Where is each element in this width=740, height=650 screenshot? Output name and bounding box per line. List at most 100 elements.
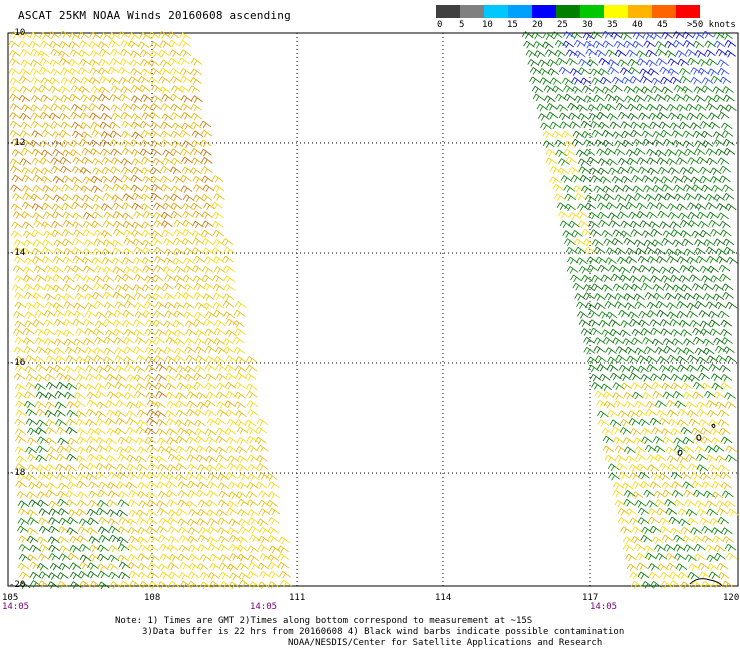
wind-barb — [644, 444, 657, 453]
wind-barb — [666, 255, 679, 264]
wind-barb — [650, 580, 662, 589]
wind-barb — [727, 508, 739, 517]
wind-barb — [141, 239, 154, 248]
scale-label: >50 knots — [687, 20, 736, 30]
wind-barb — [537, 113, 550, 121]
wind-barb — [625, 201, 637, 210]
wind-barb — [694, 104, 707, 112]
wind-barb — [113, 337, 126, 345]
wind-barb — [144, 293, 157, 302]
wind-barb — [257, 472, 270, 480]
wind-barb — [703, 293, 715, 301]
wind-barb — [52, 175, 65, 184]
wind-barb — [706, 157, 718, 166]
wind-barb — [176, 382, 189, 390]
wind-barb — [681, 86, 693, 94]
wind-barb — [158, 76, 171, 84]
wind-barb — [164, 374, 177, 382]
wind-barb — [37, 472, 50, 481]
wind-barb — [691, 283, 704, 291]
wind-barb — [642, 392, 654, 400]
wind-barb — [160, 103, 173, 111]
wind-barb — [45, 453, 58, 462]
wind-barb — [150, 193, 162, 201]
wind-barb — [698, 372, 710, 381]
wind-barb — [23, 346, 36, 354]
wind-barb — [133, 374, 146, 382]
wind-barb — [604, 300, 617, 309]
wind-barb — [127, 499, 140, 507]
wind-barb — [15, 391, 27, 400]
wind-barb — [637, 255, 650, 264]
wind-barb — [594, 49, 607, 58]
wind-barb — [126, 401, 138, 409]
wind-barb — [696, 356, 709, 365]
wind-barb — [9, 50, 21, 58]
wind-barb — [168, 580, 180, 589]
wind-barb — [14, 446, 27, 454]
wind-barb — [711, 491, 724, 500]
scale-label: 40 — [632, 20, 643, 30]
wind-barb — [30, 120, 43, 129]
wind-barb — [629, 265, 642, 274]
wind-barb — [159, 67, 171, 76]
wind-barb — [687, 354, 699, 363]
wind-barb — [66, 516, 79, 525]
wind-barb — [20, 121, 33, 130]
wind-barb — [591, 239, 604, 247]
wind-barb — [41, 202, 54, 211]
wind-barb — [717, 516, 730, 525]
wind-barb — [682, 31, 694, 40]
wind-barb — [256, 463, 269, 471]
wind-barb — [121, 166, 133, 175]
wind-barb — [106, 499, 119, 507]
wind-barb — [617, 158, 630, 166]
wind-barb — [40, 167, 53, 176]
wind-barb — [233, 336, 245, 345]
wind-barb — [13, 372, 26, 381]
wind-barb — [164, 410, 177, 418]
wind-barb — [687, 265, 700, 273]
wind-barb — [57, 437, 69, 446]
wind-barb — [607, 66, 620, 75]
wind-barb — [572, 185, 585, 193]
wind-barb — [570, 274, 582, 283]
wind-barb — [209, 580, 221, 589]
wind-barb — [646, 211, 658, 220]
wind-barb — [634, 347, 647, 356]
wind-barb — [651, 239, 664, 247]
wind-barb — [62, 275, 75, 283]
wind-barb — [724, 50, 736, 58]
wind-barb — [539, 77, 552, 85]
wind-barb — [601, 329, 613, 337]
wind-barb — [195, 445, 208, 453]
wind-barb — [121, 130, 133, 139]
wind-barb — [687, 571, 700, 580]
wind-barb — [667, 212, 680, 220]
wind-barb — [246, 499, 259, 507]
wind-barb — [122, 337, 135, 345]
wind-barb — [19, 31, 32, 40]
wind-barb — [719, 165, 732, 174]
wind-barb — [669, 76, 682, 85]
wind-barb — [236, 536, 249, 544]
wind-barb — [83, 338, 95, 346]
wind-barb — [653, 445, 666, 453]
wind-barb — [624, 302, 637, 311]
wind-barb — [57, 536, 69, 544]
wind-barb — [100, 112, 113, 121]
wind-barb — [47, 31, 60, 39]
wind-barb — [72, 212, 84, 221]
wind-barb — [70, 111, 82, 120]
wind-barb — [182, 219, 194, 228]
wind-barb — [644, 194, 657, 202]
wind-barb — [82, 275, 95, 283]
wind-barb — [105, 418, 117, 426]
wind-barb — [84, 347, 97, 355]
wind-barb — [201, 266, 214, 274]
wind-barb — [627, 113, 640, 121]
wind-barb — [645, 552, 657, 561]
wind-barb — [532, 41, 545, 49]
wind-barb — [173, 219, 186, 228]
wind-barb — [560, 175, 573, 183]
